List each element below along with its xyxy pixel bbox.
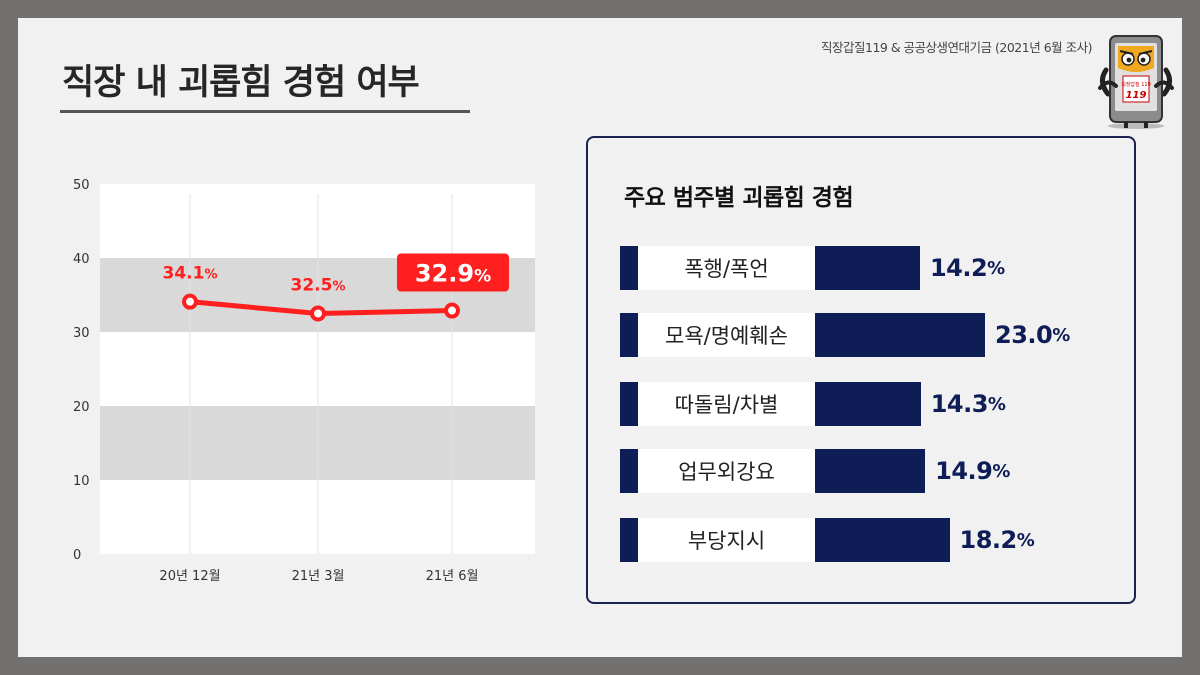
data-label: 34.1%	[163, 264, 218, 284]
y-tick-label: 20	[73, 400, 90, 415]
data-point	[182, 293, 198, 310]
bar-value-label: 14.2%	[929, 254, 1005, 282]
mascot-label: 직장갑질 119	[1121, 81, 1151, 88]
category-panel: 주요 범주별 괴롭힘 경험 폭행/폭언 14.2% 모욕/명예훼손 23.0% 따돌림/…	[586, 136, 1136, 604]
x-tick-label: 20년 12월	[159, 569, 220, 584]
category-row: 업무외강요 14.9%	[620, 449, 1120, 493]
data-point	[444, 302, 460, 319]
slide: 직장 내 괴롭힘 경험 여부 직장갑질119 & 공공상생연대기금 (2021년…	[18, 18, 1182, 657]
bar-value-label: 14.3%	[930, 390, 1006, 418]
row-accent	[620, 518, 638, 562]
row-accent	[620, 246, 638, 290]
category-row: 따돌림/차별 14.3%	[620, 382, 1120, 426]
mascot-phone-icon: 직장갑질 119 119	[1098, 35, 1174, 129]
data-point	[310, 305, 326, 322]
category-label: 따돌림/차별	[638, 382, 815, 426]
svg-text:119: 119	[1126, 90, 1147, 101]
x-tick-label: 21년 3월	[292, 569, 345, 584]
category-label: 모욕/명예훼손	[638, 313, 815, 357]
data-label: 32.9%	[415, 260, 491, 288]
y-tick-label: 10	[73, 474, 90, 489]
y-tick-label: 50	[73, 178, 90, 193]
line-chart: 0 10 20 30 40 50 20년 12월 21년 3월 21년 6월 34.1% 32.…	[73, 178, 535, 584]
category-label: 부당지시	[638, 518, 815, 562]
category-row: 모욕/명예훼손 23.0%	[620, 313, 1120, 357]
y-tick-label: 0	[73, 548, 81, 563]
category-bar	[815, 382, 921, 426]
category-bar	[815, 449, 926, 493]
bar-value-label: 23.0%	[995, 321, 1070, 349]
y-tick-label: 30	[73, 326, 90, 341]
category-bar	[815, 518, 950, 562]
panel-title: 주요 범주별 괴롭힘 경험	[624, 185, 854, 211]
category-label: 업무외강요	[638, 449, 815, 493]
category-row: 폭행/폭언 14.2%	[620, 246, 1120, 290]
data-label: 32.5%	[291, 276, 346, 296]
page-title: 직장 내 괴롭힘 경험 여부	[62, 63, 420, 103]
source-note: 직장갑질119 & 공공상생연대기금 (2021년 6월 조사)	[821, 40, 1093, 55]
x-tick-label: 21년 6월	[426, 569, 479, 584]
category-row: 부당지시 18.2%	[620, 518, 1120, 562]
bar-value-label: 18.2%	[959, 526, 1035, 554]
row-accent	[620, 382, 638, 426]
row-accent	[620, 449, 638, 493]
y-tick-label: 40	[73, 252, 90, 267]
category-bar	[815, 313, 985, 357]
category-bar	[815, 246, 920, 290]
title-underline	[60, 110, 470, 113]
highlight-label-box	[397, 253, 509, 292]
row-accent	[620, 313, 638, 357]
category-label: 폭행/폭언	[638, 246, 815, 290]
bar-value-label: 14.9%	[935, 457, 1010, 485]
